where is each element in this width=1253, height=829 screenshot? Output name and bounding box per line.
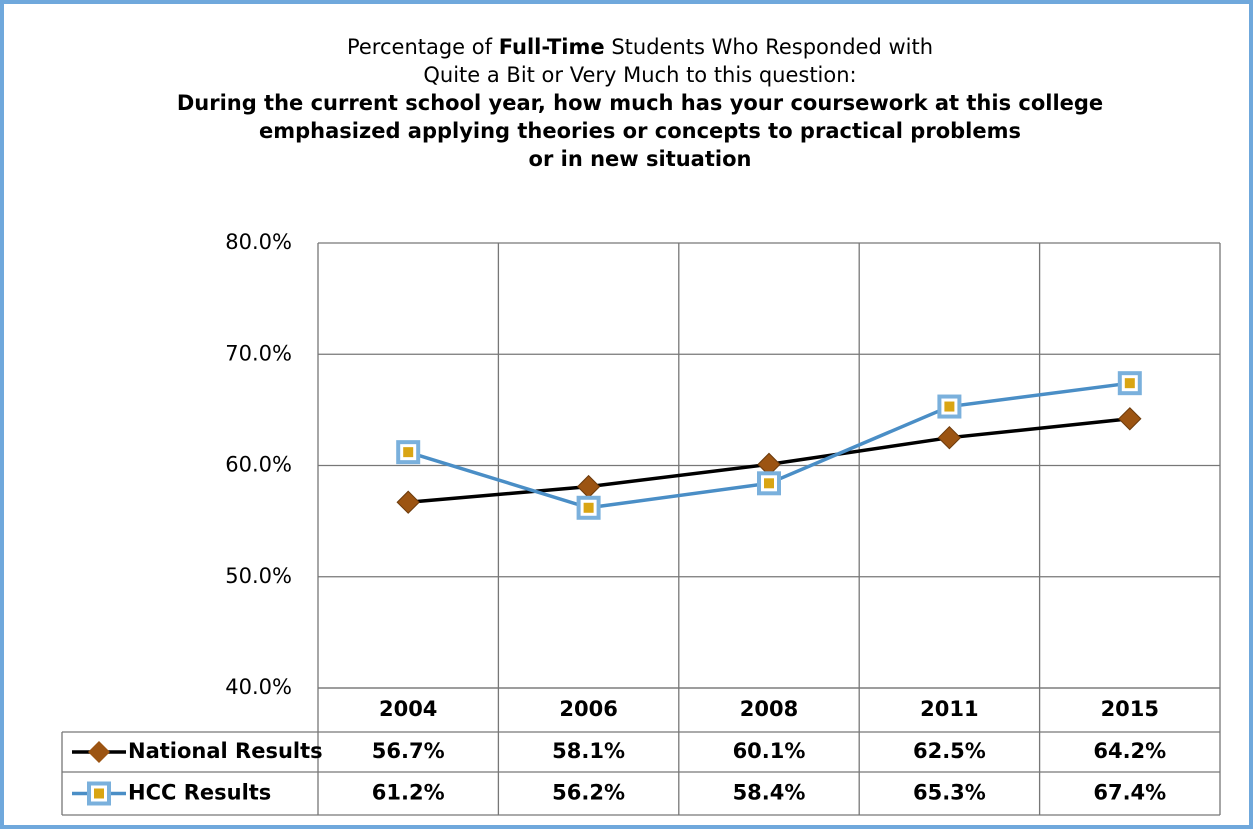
table-value: 61.2%: [372, 781, 445, 805]
table-value: 56.2%: [552, 781, 625, 805]
marker-core: [764, 478, 774, 489]
y-tick-label: 80.0%: [225, 230, 292, 254]
title-part: Percentage of: [347, 35, 499, 59]
table-value: 62.5%: [913, 739, 986, 763]
point-marker: [937, 425, 962, 450]
marker-core: [1124, 378, 1135, 389]
x-tick-label: 2011: [920, 697, 978, 721]
y-tick-label: 50.0%: [225, 564, 292, 588]
x-tick-label: 2008: [740, 697, 798, 721]
y-tick-label: 60.0%: [225, 453, 292, 477]
chart-title: Quite a Bit or Very Much to this questio…: [423, 63, 856, 87]
marker-core: [94, 788, 104, 799]
table-value: 58.1%: [552, 739, 625, 763]
point-marker: [396, 440, 421, 465]
y-tick-label: 40.0%: [225, 675, 292, 699]
chart-subtitle: or in new situation: [529, 147, 752, 171]
title-part: Students Who Responded with: [605, 35, 933, 59]
table-value: 60.1%: [733, 739, 806, 763]
table-value: 56.7%: [372, 739, 445, 763]
point-marker: [576, 495, 601, 520]
marker-core: [403, 447, 414, 458]
x-tick-label: 2006: [559, 697, 617, 721]
chart-title: Percentage of Full-Time Students Who Res…: [347, 35, 933, 59]
table-value: 58.4%: [733, 781, 806, 805]
point-marker: [1117, 371, 1142, 396]
legend-diamond: [88, 741, 110, 763]
title-part: Full-Time: [499, 35, 605, 59]
marker-core: [583, 502, 594, 513]
table-value: 65.3%: [913, 781, 986, 805]
x-tick-label: 2004: [379, 697, 437, 721]
point-marker: [1118, 407, 1142, 431]
legend-label: National Results: [128, 739, 323, 763]
title-part: Quite a Bit or Very Much to this questio…: [423, 63, 856, 87]
point-marker: [937, 394, 962, 419]
legend-marker: [87, 781, 111, 806]
x-tick-label: 2015: [1101, 697, 1159, 721]
table-value: 64.2%: [1093, 739, 1166, 763]
point-marker: [396, 490, 420, 514]
marker-core: [944, 401, 955, 412]
chart-subtitle: emphasized applying theories or concepts…: [259, 119, 1021, 143]
y-tick-label: 70.0%: [225, 341, 292, 365]
legend-label: HCC Results: [128, 781, 271, 805]
point-marker: [757, 471, 781, 496]
legend-marker: [88, 741, 110, 763]
chart-subtitle: During the current school year, how much…: [177, 91, 1103, 115]
table-value: 67.4%: [1093, 781, 1166, 805]
